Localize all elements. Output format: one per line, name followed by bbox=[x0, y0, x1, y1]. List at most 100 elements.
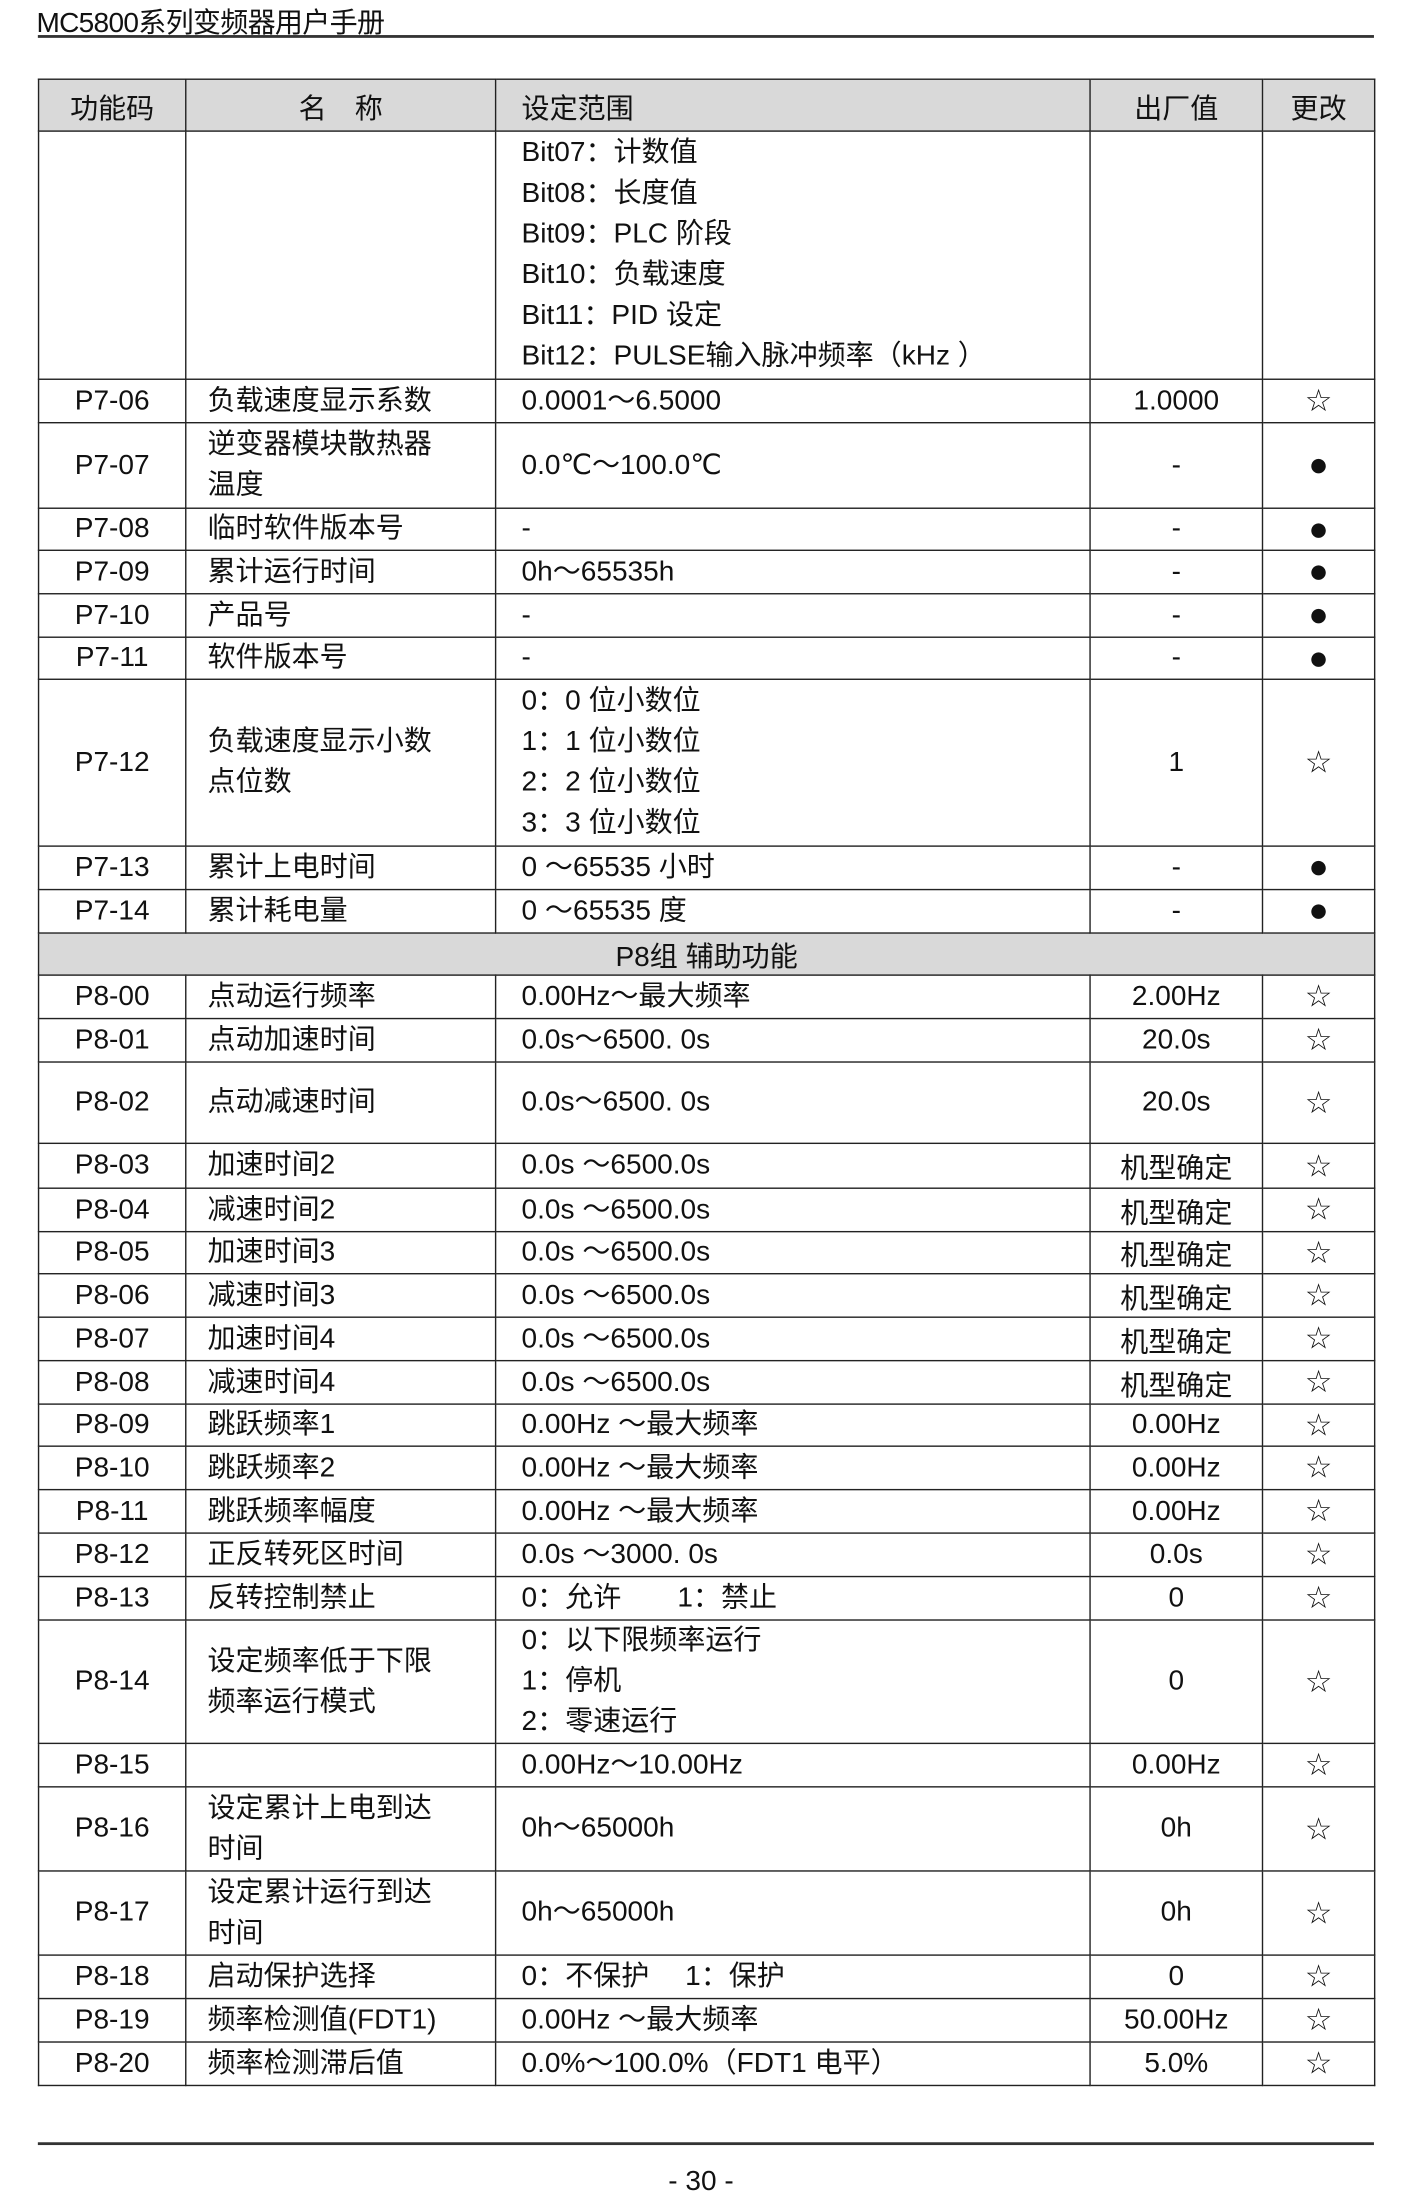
param-range: 0.00Hz ～最大频率 bbox=[494, 1403, 1091, 1447]
table-row: P8-07 加速时间4 0.0s ～6500.0s 机型确定 ☆ bbox=[37, 1316, 1376, 1362]
table-row: P8-01 点动加速时间 0.0s～6500. 0s 20.0s ☆ bbox=[37, 1017, 1376, 1063]
column-header-code: 功能码 bbox=[37, 78, 187, 132]
param-range-line: 0 ～65535 度 bbox=[521, 895, 687, 927]
param-code: P8-10 bbox=[37, 1445, 187, 1491]
param-name: 负载速度显示小数 点位数 bbox=[185, 678, 497, 847]
param-name: 设定累计上电到达 时间 bbox=[185, 1786, 497, 1872]
param-name-line: 跳跃频率1 bbox=[207, 1409, 336, 1440]
param-range-line: 2：零速运行 bbox=[521, 1706, 678, 1738]
read-only-dot-icon: ● bbox=[1261, 636, 1376, 680]
param-range-line: 0.00Hz ～最大频率 bbox=[521, 2004, 759, 2036]
param-range-line: 0.0s ～3000. 0s bbox=[521, 1538, 718, 1570]
param-code: P8-09 bbox=[37, 1403, 187, 1447]
param-range-line: - bbox=[521, 599, 531, 631]
table-row: P7-06 负载速度显示系数 0.0001～6.5000 1.0000 ☆ bbox=[37, 378, 1376, 424]
param-code: P7-09 bbox=[37, 549, 187, 595]
param-range-line: 0.00Hz ～最大频率 bbox=[521, 1409, 759, 1440]
param-code: P8-12 bbox=[37, 1532, 187, 1578]
param-name-line: 频率检测值(FDT1) bbox=[207, 2004, 437, 2036]
param-default: - bbox=[1089, 888, 1264, 934]
param-range: 0.00Hz ～最大频率 bbox=[494, 1445, 1091, 1491]
header-divider bbox=[37, 35, 1374, 38]
parameter-table: 功能码 名 称 设定范围 出厂值 更改 Bit07：计数值 Bit08：长度值 Bi… bbox=[37, 78, 1376, 2087]
param-range-line: 0h～65000h bbox=[521, 1896, 675, 1928]
param-code: P8-04 bbox=[37, 1187, 187, 1233]
param-range-line: Bit12：PULSE输入脉冲频率（kHz ） bbox=[521, 340, 986, 372]
param-default: 0.0s bbox=[1089, 1532, 1264, 1578]
param-range: 0.0s ～6500.0s bbox=[494, 1359, 1091, 1405]
param-name-line: 累计上电时间 bbox=[207, 851, 376, 883]
table-row: P8-17 设定累计运行到达 时间 0h～65000h 0h ☆ bbox=[37, 1870, 1376, 1956]
param-name: 启动保护选择 bbox=[185, 1954, 497, 2000]
param-range-line: 0.0001～6.5000 bbox=[521, 384, 722, 416]
param-range-line: 0：允许 1：禁止 bbox=[521, 1582, 778, 1614]
group-row: P8组 辅助功能 bbox=[37, 932, 1376, 976]
param-code: P8-19 bbox=[37, 1997, 187, 2043]
param-range: 0：以下限频率运行 1：停机 2：零速运行 bbox=[494, 1619, 1091, 1745]
editable-star-icon: ☆ bbox=[1261, 1273, 1376, 1318]
param-range: 0.0s～6500. 0s bbox=[494, 1017, 1091, 1063]
param-range-line: 0.00Hz～最大频率 bbox=[521, 980, 751, 1012]
param-name-line: 点动减速时间 bbox=[207, 1086, 376, 1118]
footer-divider bbox=[37, 2142, 1374, 2146]
param-default: 机型确定 bbox=[1089, 1316, 1264, 1362]
param-range-line: 0：不保护 1：保护 bbox=[521, 1960, 785, 1992]
param-name-line: 设定累计上电到达 bbox=[207, 1792, 432, 1824]
param-range: 0h～65000h bbox=[494, 1870, 1091, 1956]
param-range-line: 3：3 位小数位 bbox=[521, 807, 701, 839]
table-row: P8-16 设定累计上电到达 时间 0h～65000h 0h ☆ bbox=[37, 1786, 1376, 1872]
table-row: P7-11 软件版本号 - - ● bbox=[37, 636, 1376, 680]
param-range: 0h～65535h bbox=[494, 549, 1091, 595]
column-header-name: 名 称 bbox=[185, 78, 497, 132]
table-row: P7-14 累计耗电量 0 ～65535 度 - ● bbox=[37, 888, 1376, 934]
param-name: 减速时间4 bbox=[185, 1359, 497, 1405]
param-name-line: 软件版本号 bbox=[207, 642, 348, 673]
editable-star-icon: ☆ bbox=[1261, 1445, 1376, 1491]
param-default: 机型确定 bbox=[1089, 1187, 1264, 1233]
param-name-line: 加速时间4 bbox=[207, 1322, 336, 1354]
param-code: P7-07 bbox=[37, 422, 187, 509]
editable-star-icon: ☆ bbox=[1261, 1403, 1376, 1447]
table-row: P8-12 正反转死区时间 0.0s ～3000. 0s 0.0s ☆ bbox=[37, 1532, 1376, 1578]
param-name-line: 累计耗电量 bbox=[207, 895, 348, 927]
param-name-line: 点位数 bbox=[207, 766, 292, 798]
param-code: P8-13 bbox=[37, 1575, 187, 1621]
read-only-dot-icon: ● bbox=[1261, 845, 1376, 891]
param-code: P8-03 bbox=[37, 1142, 187, 1189]
table-row: P8-14 设定频率低于下限 频率运行模式 0：以下限频率运行 1：停机 2：零速运行 0 ☆ bbox=[37, 1619, 1376, 1745]
table-row: P7-07 逆变器模块散热器 温度 0.0℃～100.0℃ - ● bbox=[37, 422, 1376, 509]
param-range: 0.00Hz～10.00Hz bbox=[494, 1742, 1091, 1788]
param-code: P8-14 bbox=[37, 1619, 187, 1745]
param-default: 20.0s bbox=[1089, 1017, 1264, 1063]
param-code: P7-08 bbox=[37, 507, 187, 551]
param-range: 0：不保护 1：保护 bbox=[494, 1954, 1091, 2000]
param-default: 0 bbox=[1089, 1619, 1264, 1745]
param-range: - bbox=[494, 636, 1091, 680]
param-range: 0.00Hz ～最大频率 bbox=[494, 1488, 1091, 1534]
table-row: P8-13 反转控制禁止 0：允许 1：禁止 0 ☆ bbox=[37, 1575, 1376, 1621]
param-name-line: 温度 bbox=[207, 469, 264, 501]
param-name-line: 频率运行模式 bbox=[207, 1685, 376, 1717]
param-default: 0.00Hz bbox=[1089, 1488, 1264, 1534]
param-default: 1.0000 bbox=[1089, 378, 1264, 424]
param-range-line: 0：以下限频率运行 bbox=[521, 1624, 762, 1656]
table-row: Bit07：计数值 Bit08：长度值 Bit09：PLC 阶段 Bit10：负载速度… bbox=[37, 130, 1376, 380]
param-default bbox=[1089, 130, 1264, 380]
param-range-line: 0 ～65535 小时 bbox=[521, 851, 715, 883]
table-row: P8-18 启动保护选择 0：不保护 1：保护 0 ☆ bbox=[37, 1954, 1376, 2000]
table-row: P8-04 减速时间2 0.0s ～6500.0s 机型确定 ☆ bbox=[37, 1187, 1376, 1233]
param-name: 累计上电时间 bbox=[185, 845, 497, 891]
param-range-line: 0.0s ～6500.0s bbox=[521, 1193, 711, 1225]
param-name-line: 累计运行时间 bbox=[207, 555, 376, 587]
param-name-line: 加速时间3 bbox=[207, 1236, 336, 1268]
param-code: P8-16 bbox=[37, 1786, 187, 1872]
table-row: P8-03 加速时间2 0.0s ～6500.0s 机型确定 ☆ bbox=[37, 1142, 1376, 1189]
param-default: 0.00Hz bbox=[1089, 1445, 1264, 1491]
table-row: P8-10 跳跃频率2 0.00Hz ～最大频率 0.00Hz ☆ bbox=[37, 1445, 1376, 1491]
editable-star-icon: ☆ bbox=[1261, 1742, 1376, 1788]
param-name-line: 减速时间3 bbox=[207, 1279, 336, 1311]
param-range: 0h～65000h bbox=[494, 1786, 1091, 1872]
param-default: 0h bbox=[1089, 1786, 1264, 1872]
param-code: P8-08 bbox=[37, 1359, 187, 1405]
